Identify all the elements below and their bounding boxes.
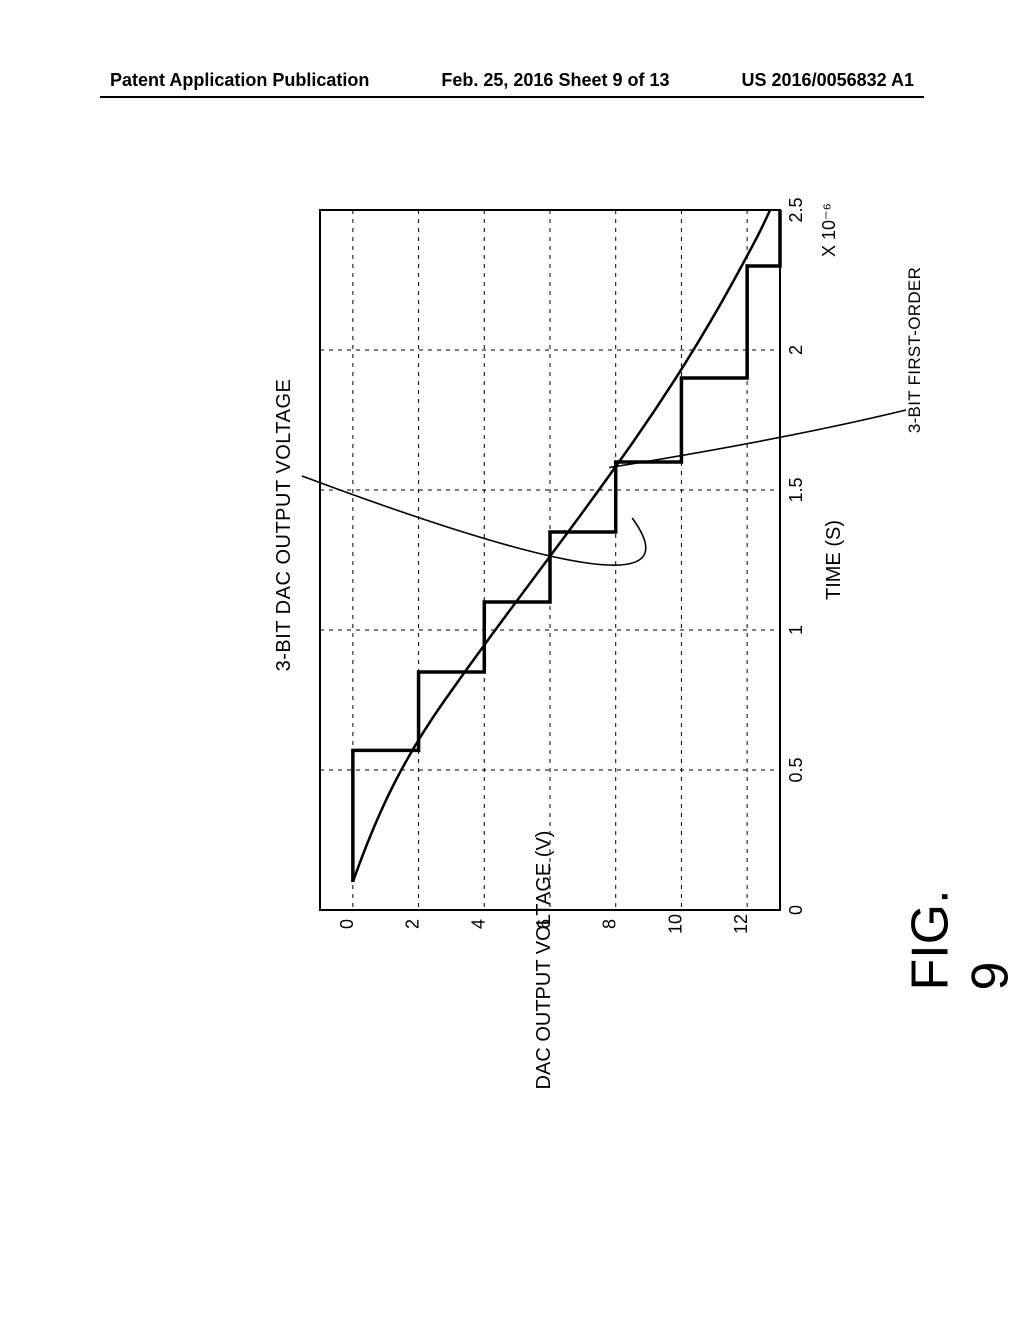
header-left: Patent Application Publication [110, 70, 369, 91]
svg-text:TIME (S): TIME (S) [823, 520, 845, 600]
header-right: US 2016/0056832 A1 [742, 70, 914, 91]
chart-svg: 00.511.522.5024681012TIME (S)DAC OUTPUT … [100, 170, 924, 1150]
svg-text:3-BIT DAC OUTPUT VOLTAGE: 3-BIT DAC OUTPUT VOLTAGE [273, 379, 295, 672]
header-center: Feb. 25, 2016 Sheet 9 of 13 [441, 70, 669, 91]
header-rule [100, 96, 924, 98]
page-header: Patent Application Publication Feb. 25, … [0, 70, 1024, 91]
figure-area: 00.511.522.5024681012TIME (S)DAC OUTPUT … [100, 170, 924, 1150]
svg-text:0: 0 [786, 905, 806, 915]
svg-text:2: 2 [786, 345, 806, 355]
svg-text:10: 10 [665, 914, 685, 934]
svg-text:X 10⁻⁶: X 10⁻⁶ [819, 203, 839, 257]
svg-text:DAC OUTPUT VOLTAGE (V): DAC OUTPUT VOLTAGE (V) [533, 831, 555, 1090]
svg-text:12: 12 [731, 914, 751, 934]
svg-text:4: 4 [468, 919, 488, 929]
figure-label: FIG. 9 [901, 889, 1021, 990]
svg-text:0: 0 [337, 919, 357, 929]
svg-text:0.5: 0.5 [786, 757, 806, 782]
svg-text:2.5: 2.5 [786, 197, 806, 222]
svg-text:2: 2 [403, 919, 423, 929]
svg-text:3-BIT FIRST-ORDER: 3-BIT FIRST-ORDER [905, 267, 924, 433]
svg-text:8: 8 [600, 919, 620, 929]
svg-text:1.5: 1.5 [786, 477, 806, 502]
svg-text:1: 1 [786, 625, 806, 635]
